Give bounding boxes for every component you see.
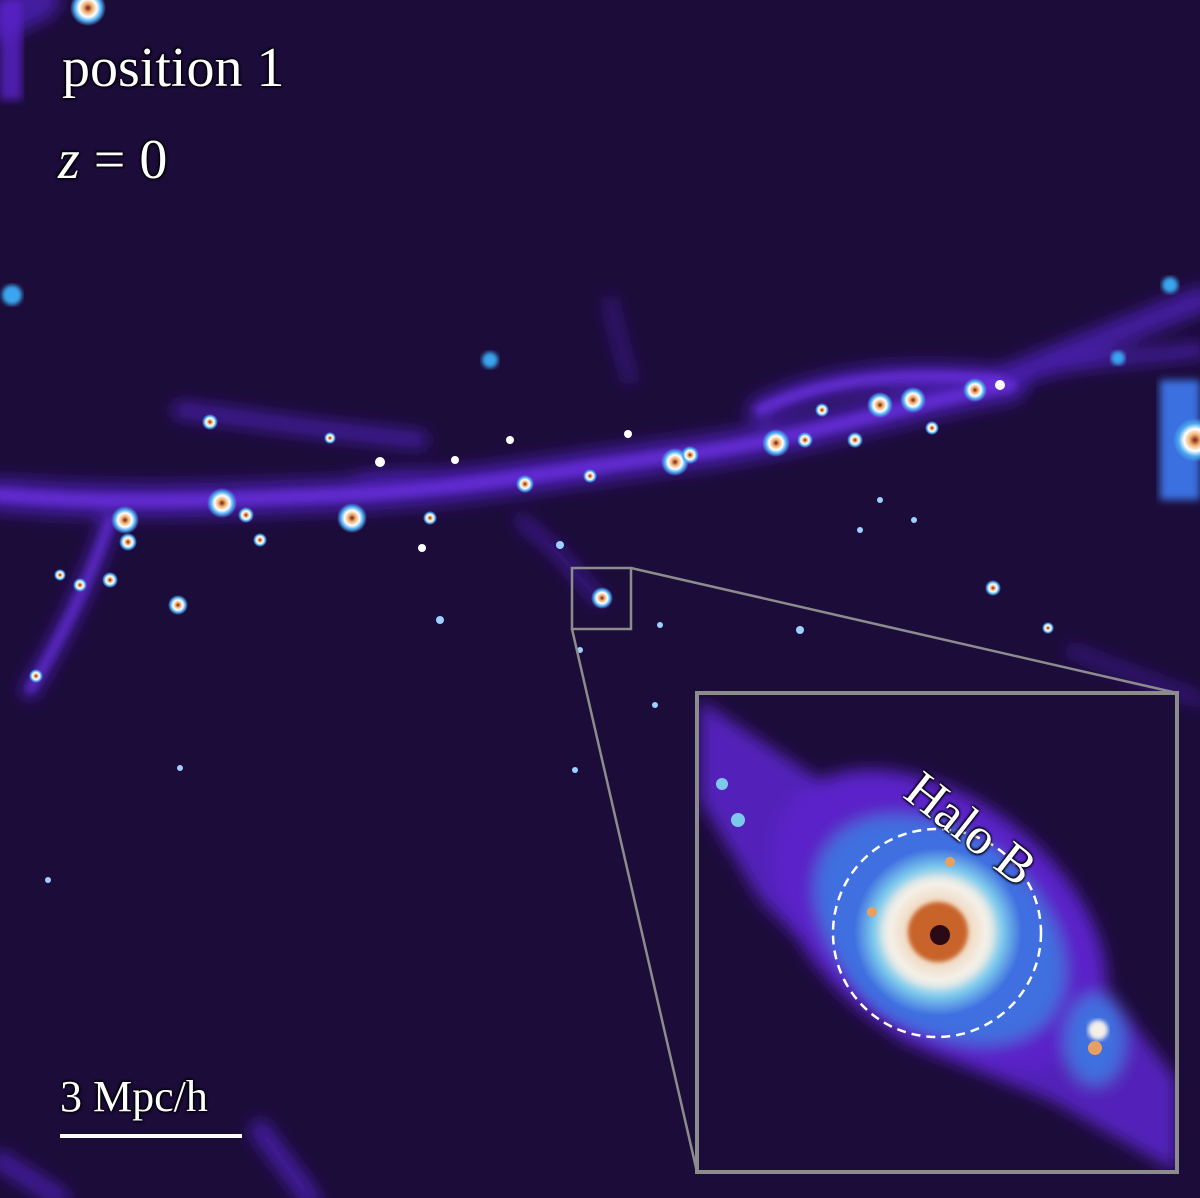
scale-bar-label: 3 Mpc/h [60, 1072, 208, 1121]
redshift-value: = 0 [79, 129, 168, 191]
position-label: position 1 [62, 37, 285, 99]
zoom-connector-top [630, 566, 1178, 695]
zoom-connector-bottom [570, 628, 699, 1173]
edge-structures [0, 0, 1200, 500]
halo-knots [29, 378, 1054, 883]
zoom-selection-box [570, 566, 633, 631]
virial-radius-circle [831, 827, 1043, 1039]
redshift-variable: z [58, 129, 80, 191]
redshift-label: z = 0 [58, 128, 167, 192]
scale-bar [60, 1134, 242, 1138]
zoom-inset [695, 691, 1179, 1174]
